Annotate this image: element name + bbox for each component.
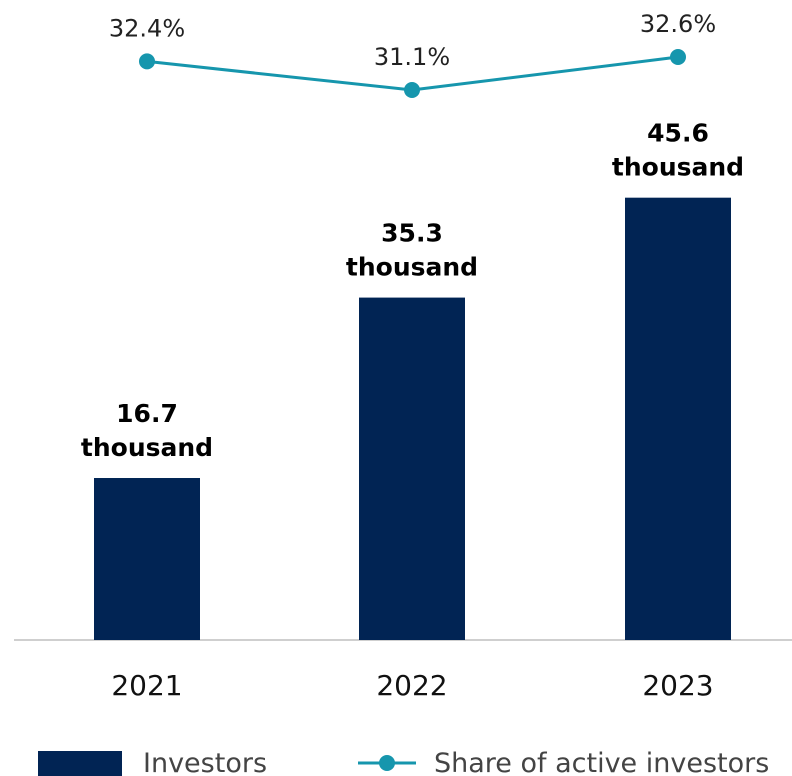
bar-data-labels: 16.7 thousand 35.3 thousand 45.6 thousand: [81, 119, 744, 462]
share-label-2021: 32.4%: [109, 14, 185, 42]
x-tick-2023: 2023: [642, 669, 713, 702]
bar-label-2022: 35.3 thousand: [346, 219, 478, 282]
bar-2022: [359, 297, 465, 640]
share-point-2022: [404, 82, 420, 98]
x-tick-2022: 2022: [376, 669, 447, 702]
share-label-2023: 32.6%: [640, 10, 716, 38]
bar-series: [94, 197, 731, 640]
legend-share-label: Share of active investors: [434, 748, 769, 776]
bar-label-2021: 16.7 thousand: [81, 399, 213, 462]
legend-investors-label: Investors: [143, 748, 267, 776]
bar-2021: [94, 478, 200, 640]
bar-label-2023: 45.6 thousand: [612, 119, 744, 182]
bar-2023: [625, 197, 731, 640]
legend: Investors Share of active investors: [38, 748, 769, 776]
line-series: 32.4% 31.1% 32.6%: [109, 10, 716, 98]
share-point-2023: [670, 49, 686, 65]
legend-share-marker: [379, 755, 395, 771]
x-tick-2021: 2021: [111, 669, 182, 702]
share-point-2021: [139, 53, 155, 70]
x-axis-ticks: 2021 2022 2023: [111, 669, 713, 702]
legend-investors-swatch: [38, 751, 122, 776]
share-label-2022: 31.1%: [374, 43, 450, 71]
